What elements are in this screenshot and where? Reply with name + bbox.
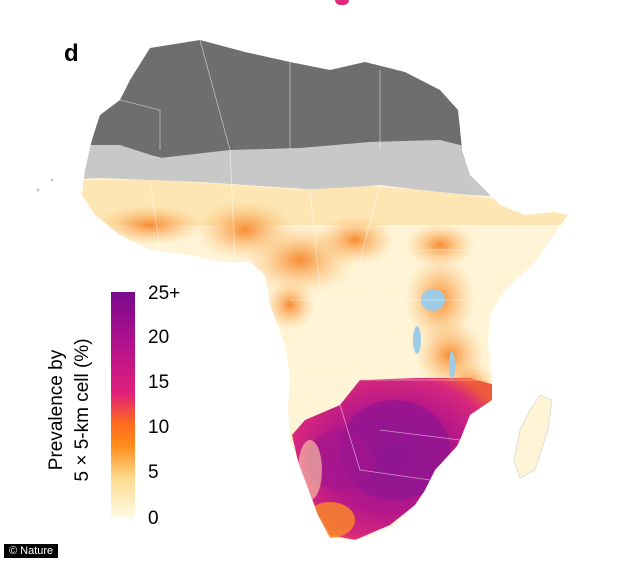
country-borders <box>119 40 530 481</box>
legend-title-line1: Prevalence by <box>46 349 67 471</box>
image-credit: © Nature <box>4 544 59 558</box>
legend-title-line2: 5 × 5-km cell (%) <box>72 338 93 482</box>
legend-tick-25: 25+ <box>148 283 181 304</box>
madagascar <box>513 394 553 479</box>
legend-tick-10: 10 <box>148 417 170 438</box>
legend-tick-20: 20 <box>148 327 170 348</box>
legend-title: Prevalence by 5 × 5-km cell (%) <box>44 300 124 520</box>
legend-tick-5: 5 <box>148 462 159 483</box>
panel-label: d <box>64 40 79 67</box>
legend-tick-15: 15 <box>148 372 170 393</box>
legend-color-bar <box>111 292 135 518</box>
top-accent-mark <box>335 0 349 5</box>
legend-tick-0: 0 <box>148 508 159 529</box>
sahel-region <box>82 140 568 200</box>
